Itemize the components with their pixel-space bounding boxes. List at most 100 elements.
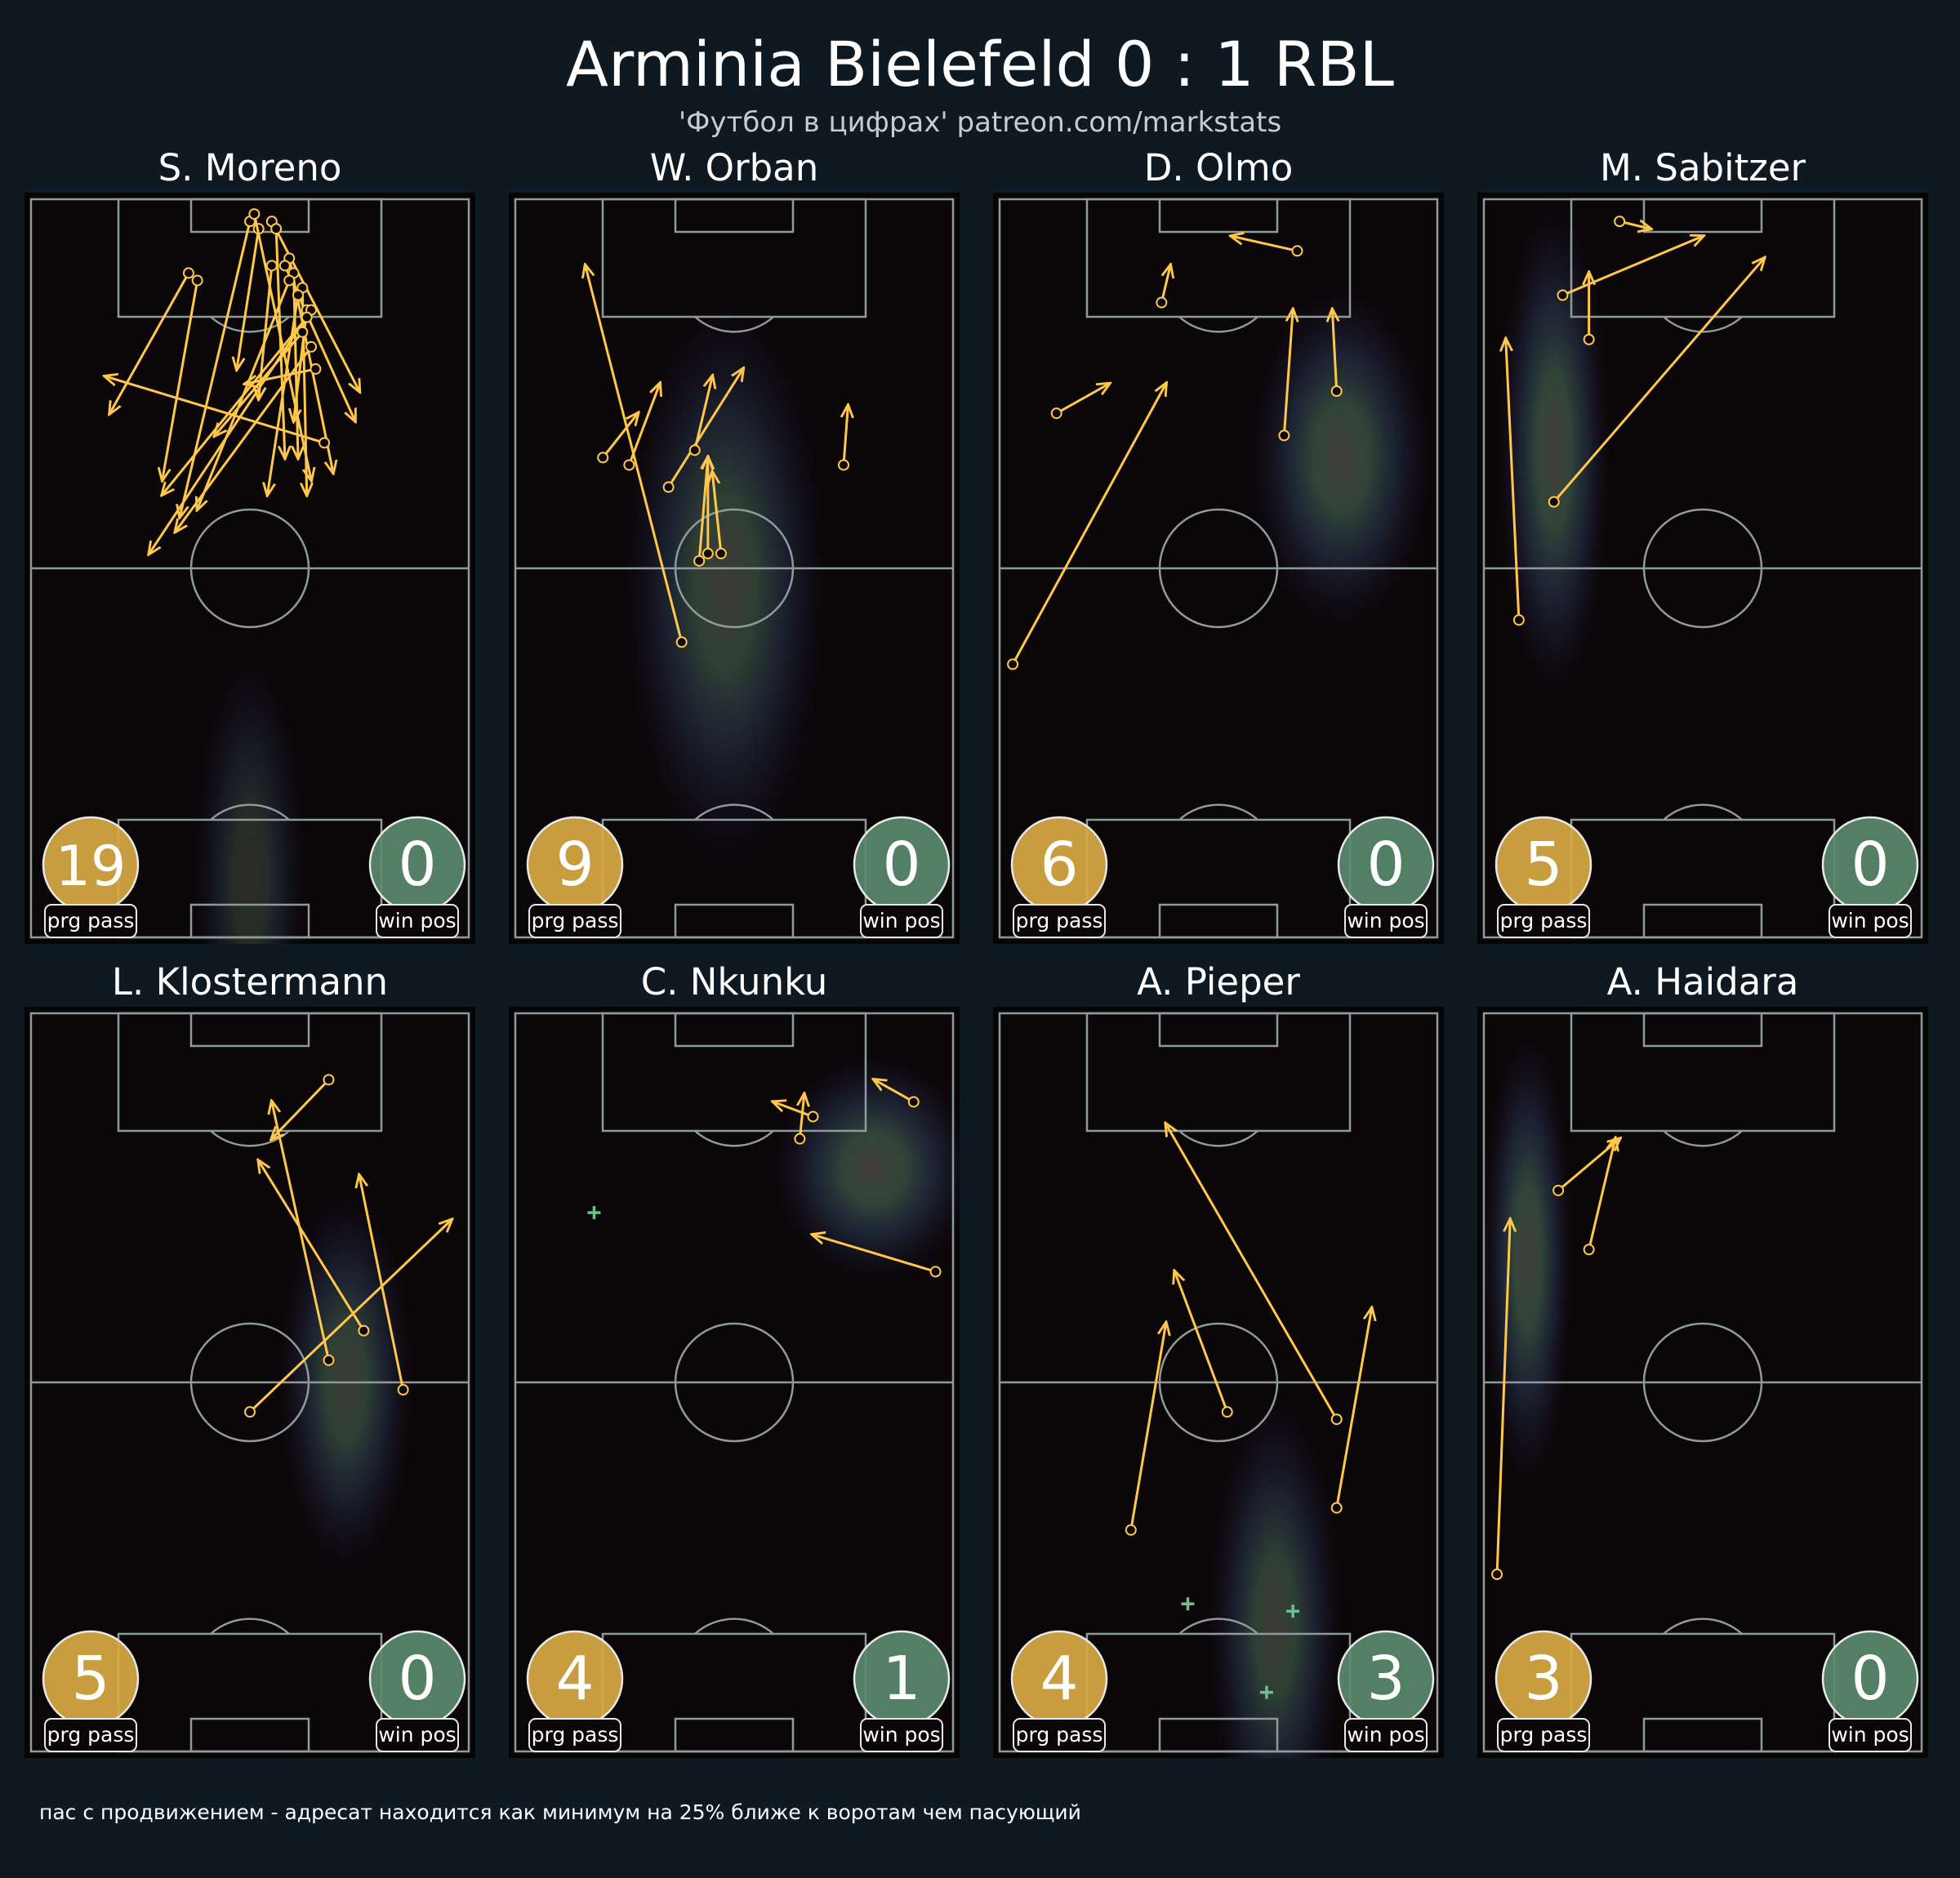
pass-arrow bbox=[1561, 236, 1703, 296]
prg-pass-value: 6 bbox=[1040, 830, 1078, 900]
win-pos-label: win pos bbox=[378, 909, 456, 932]
chart-subtitle: 'Футбол в цифрах' patreon.com/markstats bbox=[678, 106, 1282, 139]
win-pos-label: win pos bbox=[1347, 1723, 1424, 1747]
pass-arrow bbox=[697, 457, 708, 562]
pass-origin bbox=[1491, 1569, 1503, 1581]
passes bbox=[1007, 236, 1343, 670]
pass-origin bbox=[296, 326, 309, 338]
pass-origin bbox=[907, 1096, 920, 1108]
pitch-lines bbox=[998, 198, 1439, 939]
pass-origin bbox=[191, 274, 203, 287]
pass-arrow bbox=[259, 1161, 365, 1332]
player-panel: L. Klostermann 5 prg pass 0 win pos bbox=[24, 960, 475, 1758]
prg-pass-value: 19 bbox=[56, 834, 127, 899]
prg-pass-label: prg pass bbox=[532, 909, 619, 932]
win-pos-badge: 0 win pos bbox=[368, 1630, 466, 1752]
pass-arrow bbox=[149, 309, 313, 554]
pass-origin bbox=[688, 444, 701, 456]
win-marker bbox=[587, 1206, 601, 1220]
win-pos-label: win pos bbox=[862, 1723, 940, 1747]
pass-origin bbox=[265, 260, 278, 272]
pass-arrow bbox=[294, 273, 298, 457]
player-panel: D. Olmo 6 prg pass 0 win pos bbox=[993, 146, 1444, 944]
pass-arrow bbox=[248, 1220, 452, 1413]
heat-blob bbox=[193, 648, 307, 944]
win-pos-badge: 0 win pos bbox=[368, 816, 466, 938]
prg-pass-value: 4 bbox=[1040, 1644, 1078, 1714]
pass-origin bbox=[1291, 245, 1303, 257]
prg-pass-value: 4 bbox=[555, 1644, 594, 1714]
pass-origin bbox=[318, 437, 331, 449]
pass-arrow bbox=[1166, 1124, 1339, 1420]
passes bbox=[1125, 1124, 1372, 1536]
pass-origin bbox=[1007, 658, 1019, 670]
player-panel: A. Pieper 4 prg pass 3 win pos bbox=[993, 960, 1444, 1758]
pass-origin bbox=[662, 481, 675, 493]
pass-arrow bbox=[274, 229, 285, 457]
pass-arrow bbox=[1552, 258, 1764, 503]
pass-arrow bbox=[1506, 340, 1521, 621]
passes bbox=[1491, 1139, 1619, 1581]
player-name: L. Klostermann bbox=[111, 960, 389, 1004]
pass-origin bbox=[1512, 614, 1525, 626]
pass-origin bbox=[1221, 1406, 1233, 1418]
pass-origin bbox=[1330, 385, 1343, 398]
pass-origin bbox=[1330, 1413, 1343, 1426]
pass-origin bbox=[597, 452, 609, 464]
pitch-svg: 5 prg pass 0 win pos bbox=[1477, 193, 1928, 944]
pass-origin bbox=[1557, 289, 1569, 301]
win-pos-value: 1 bbox=[882, 1644, 920, 1714]
pass-arrow bbox=[272, 1079, 330, 1138]
pitch-svg: 19 prg pass 0 win pos bbox=[24, 193, 475, 944]
win-pos-value: 0 bbox=[1851, 830, 1889, 900]
pass-arrow bbox=[693, 376, 712, 451]
player-panel: C. Nkunku 4 prg pass 1 win pos bbox=[509, 960, 960, 1758]
win-marker bbox=[1259, 1685, 1273, 1699]
prg-pass-value: 3 bbox=[1524, 1644, 1562, 1714]
prg-pass-badge: 5 prg pass bbox=[1494, 816, 1592, 938]
win-pos-badge: 0 win pos bbox=[1337, 816, 1435, 938]
pass-arrow bbox=[712, 472, 723, 554]
player-name: W. Orban bbox=[649, 146, 819, 189]
pitch-svg: 4 prg pass 3 win pos bbox=[993, 1007, 1444, 1758]
win-pos-value: 3 bbox=[1366, 1644, 1405, 1714]
win-pos-value: 0 bbox=[1851, 1644, 1889, 1714]
pass-arrow bbox=[1055, 384, 1109, 415]
prg-pass-label: prg pass bbox=[532, 1723, 619, 1747]
prg-pass-value: 5 bbox=[1524, 830, 1562, 900]
pass-origin bbox=[715, 547, 727, 559]
pass-origin bbox=[248, 208, 261, 220]
win-pos-label: win pos bbox=[1347, 909, 1424, 932]
win-pos-badge: 0 win pos bbox=[1821, 816, 1919, 938]
pass-arrow bbox=[1174, 1271, 1229, 1413]
prg-pass-label: prg pass bbox=[1500, 1723, 1588, 1747]
pass-origin bbox=[623, 459, 635, 471]
player-name: D. Olmo bbox=[1143, 146, 1294, 189]
pass-arrow bbox=[272, 1101, 330, 1361]
passes bbox=[1506, 216, 1764, 626]
pass-origin bbox=[1552, 1184, 1565, 1196]
pass-arrow bbox=[1232, 236, 1298, 252]
pass-arrow bbox=[109, 272, 190, 413]
pass-arrow bbox=[1282, 310, 1293, 436]
passes bbox=[773, 1079, 942, 1278]
pass-origin bbox=[693, 554, 706, 567]
pass-origin bbox=[807, 1110, 819, 1123]
pass-arrow bbox=[627, 384, 660, 465]
pass-arrow bbox=[259, 265, 274, 398]
pass-origin bbox=[794, 1133, 806, 1145]
prg-pass-badge: 9 prg pass bbox=[526, 816, 624, 938]
pass-origin bbox=[1614, 216, 1626, 228]
pass-arrow bbox=[602, 413, 638, 459]
prg-pass-badge: 5 prg pass bbox=[42, 1630, 140, 1752]
prg-pass-value: 5 bbox=[71, 1644, 109, 1714]
prg-pass-badge: 19 prg pass bbox=[42, 816, 140, 938]
pass-arrow bbox=[163, 316, 308, 495]
player-name: S. Moreno bbox=[158, 146, 342, 189]
win-pos-badge: 1 win pos bbox=[853, 1630, 951, 1752]
player-panel: A. Haidara 3 prg pass 0 win pos bbox=[1477, 960, 1928, 1758]
pass-origin bbox=[675, 636, 688, 648]
pass-origin bbox=[1583, 1244, 1595, 1256]
prg-pass-label: prg pass bbox=[47, 1723, 135, 1747]
prg-pass-label: prg pass bbox=[1500, 909, 1588, 932]
